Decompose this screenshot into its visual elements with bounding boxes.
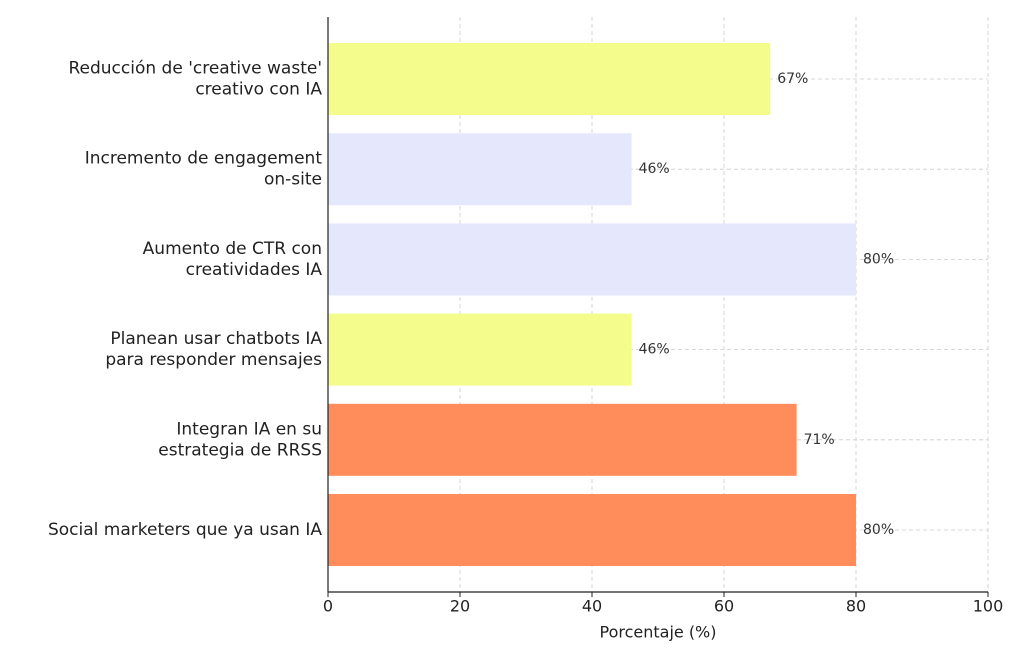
value-label: 71% (804, 432, 835, 448)
x-tick-label: 60 (714, 597, 734, 616)
value-label: 46% (639, 342, 670, 358)
x-axis-label: Porcentaje (%) (599, 623, 716, 642)
bar (328, 223, 856, 296)
y-tick-label: Reducción de 'creative waste' creativo co… (68, 59, 322, 100)
x-tick-label: 80 (846, 597, 866, 616)
y-tick-label: Aumento de CTR con creatividades IA (143, 239, 323, 280)
value-label: 80% (863, 251, 894, 267)
y-tick-label: Social marketers que ya usan IA (48, 520, 322, 540)
value-label: 80% (863, 522, 894, 538)
value-label: 67% (777, 71, 808, 87)
y-tick-label: Incremento de engagement on-site (85, 149, 323, 190)
x-tick-label: 100 (973, 597, 1004, 616)
x-tick-label: 0 (323, 597, 333, 616)
y-tick-label: Integran IA en su estrategia de RRSS (158, 419, 322, 460)
value-label: 46% (639, 161, 670, 177)
bar (328, 43, 771, 115)
x-tick-label: 40 (582, 597, 602, 616)
bar (328, 403, 797, 476)
bar (328, 313, 632, 386)
bar (328, 494, 856, 566)
y-tick-label: Planean usar chatbots IA para responder m… (105, 329, 322, 370)
bar (328, 133, 632, 206)
x-tick-label: 20 (450, 597, 470, 616)
